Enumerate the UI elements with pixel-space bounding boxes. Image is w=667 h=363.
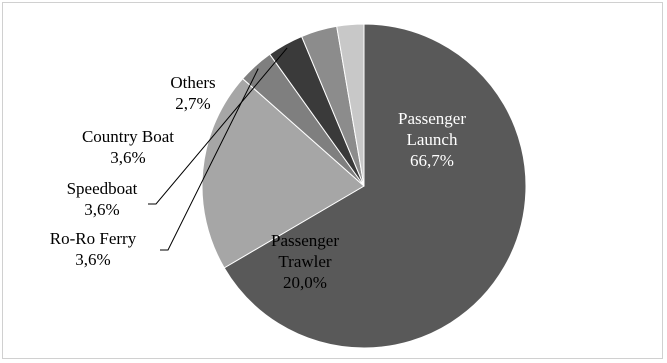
slice-value-label-passenger-trawler: 20,0% [283, 273, 327, 292]
slice-name-label-ro-ro-ferry: Ro-Ro Ferry [50, 229, 137, 248]
slice-value-label-ro-ro-ferry: 3,6% [75, 250, 110, 269]
pie-slice-others [336, 23, 365, 187]
slice-name-label-passenger-launch: Launch [407, 130, 458, 149]
slice-name-label-country-boat: Country Boat [82, 127, 174, 146]
leader-line-speedboat [148, 47, 288, 205]
slice-name-label-passenger-trawler: Passenger [271, 231, 339, 250]
slice-labels: Passenger Launch 66,7% Passenger Trawler 20,0… [50, 73, 467, 292]
slice-name-label-speedboat: Speedboat [67, 179, 138, 198]
slice-value-label-country-boat: 3,6% [110, 148, 145, 167]
slice-name-label-passenger-launch: Passenger [398, 109, 466, 128]
slice-value-label-others: 2,7% [175, 94, 210, 113]
slice-value-label-speedboat: 3,6% [84, 200, 119, 219]
slice-name-label-passenger-trawler: Trawler [278, 252, 332, 271]
slice-name-label-others: Others [170, 73, 215, 92]
pie-slices [201, 23, 527, 349]
pie-slice-passenger-trawler [201, 77, 365, 269]
pie-slice-passenger-launch [223, 23, 527, 349]
leader-line-ro-ro-ferry [160, 68, 259, 251]
slice-value-label-passenger-launch: 66,7% [410, 151, 454, 170]
leader-lines [148, 47, 288, 251]
